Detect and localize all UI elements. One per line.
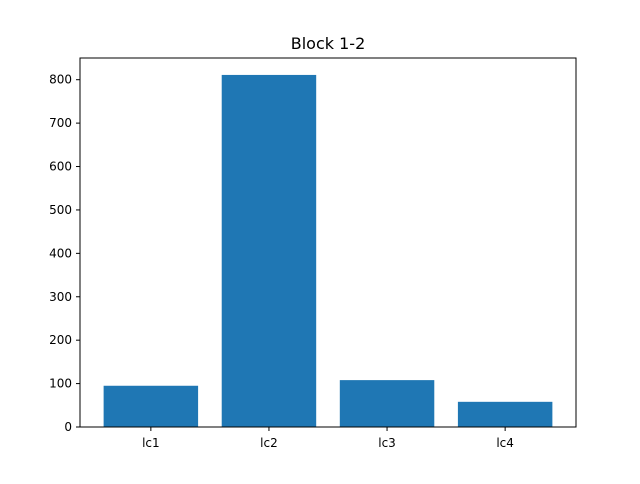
x-tick-label: lc4 [496, 436, 514, 450]
x-axis: lc1 lc2 lc3 lc4 [142, 427, 514, 450]
bars-layer [103, 74, 553, 428]
bar-lc1 [103, 385, 199, 427]
bar-lc3 [339, 380, 435, 427]
y-tick-label: 0 [64, 420, 72, 434]
plot-frame [79, 57, 577, 428]
y-tick-label: 100 [49, 377, 72, 391]
y-tick-label: 500 [49, 203, 72, 217]
x-tick-label: lc3 [378, 436, 396, 450]
y-axis: 0 100 200 300 400 500 600 700 800 [49, 73, 80, 434]
x-tick-label: lc1 [142, 436, 160, 450]
bar-lc2 [221, 74, 317, 428]
y-tick-label: 300 [49, 290, 72, 304]
y-tick-label: 700 [49, 116, 72, 130]
y-tick-label: 800 [49, 73, 72, 87]
x-tick-label: lc2 [260, 436, 278, 450]
y-tick-label: 200 [49, 333, 72, 347]
y-tick-label: 600 [49, 160, 72, 174]
bar-lc4 [457, 401, 553, 427]
chart-title: Block 1-2 [291, 34, 366, 53]
y-tick-label: 400 [49, 246, 72, 260]
